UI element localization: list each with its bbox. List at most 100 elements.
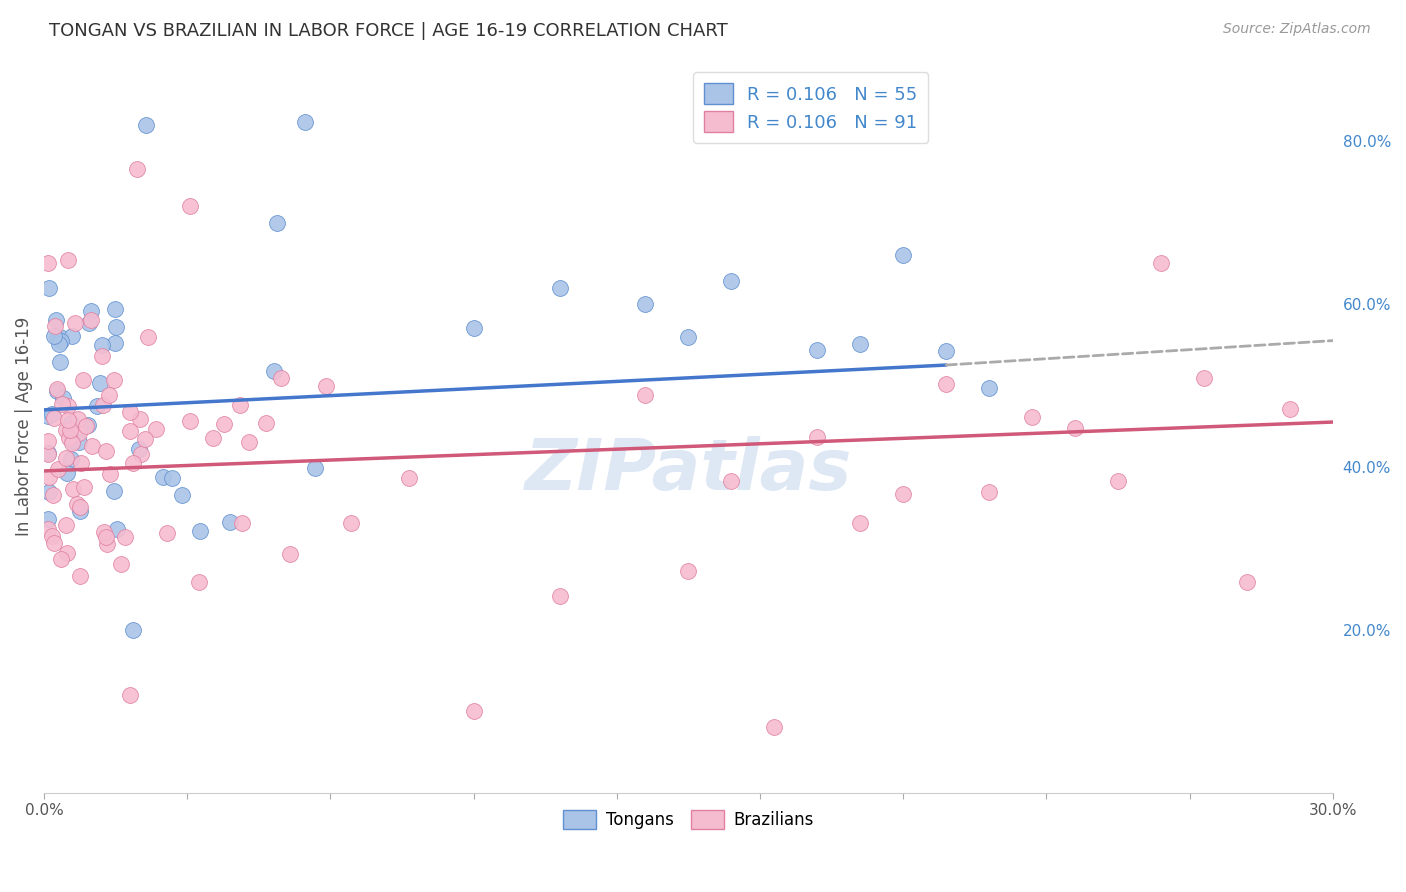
Point xyxy=(188,575,211,590)
Point xyxy=(122,456,145,470)
Point xyxy=(128,442,150,456)
Point xyxy=(1192,371,1215,385)
Point xyxy=(42,411,65,425)
Point xyxy=(90,349,112,363)
Point xyxy=(172,488,194,502)
Point xyxy=(1236,574,1258,589)
Point xyxy=(94,530,117,544)
Point xyxy=(315,378,337,392)
Point xyxy=(678,564,700,578)
Point xyxy=(38,469,60,483)
Point xyxy=(304,461,326,475)
Point xyxy=(60,328,83,343)
Point xyxy=(37,409,59,423)
Point xyxy=(135,118,157,132)
Point xyxy=(1107,474,1129,488)
Point xyxy=(89,376,111,390)
Point xyxy=(891,248,914,262)
Point xyxy=(45,312,67,326)
Point xyxy=(38,484,60,499)
Point xyxy=(398,470,420,484)
Point xyxy=(806,429,828,443)
Point xyxy=(41,529,63,543)
Point xyxy=(72,373,94,387)
Point xyxy=(69,500,91,515)
Point xyxy=(37,256,59,270)
Point xyxy=(59,452,82,467)
Point xyxy=(120,688,142,702)
Point xyxy=(48,354,70,368)
Point xyxy=(90,338,112,352)
Legend: Tongans, Brazilians: Tongans, Brazilians xyxy=(555,803,821,836)
Point xyxy=(69,425,91,440)
Point xyxy=(91,398,114,412)
Point xyxy=(56,399,79,413)
Point xyxy=(131,447,153,461)
Point xyxy=(763,721,786,735)
Text: TONGAN VS BRAZILIAN IN LABOR FORCE | AGE 16-19 CORRELATION CHART: TONGAN VS BRAZILIAN IN LABOR FORCE | AGE… xyxy=(49,22,728,40)
Point xyxy=(548,280,571,294)
Point xyxy=(179,199,201,213)
Point xyxy=(59,423,82,437)
Point xyxy=(75,419,97,434)
Point xyxy=(56,412,79,426)
Point xyxy=(202,431,225,445)
Point xyxy=(98,467,121,481)
Point xyxy=(69,504,91,518)
Point xyxy=(129,412,152,426)
Point xyxy=(849,336,872,351)
Point xyxy=(60,434,83,448)
Point xyxy=(37,446,59,460)
Point xyxy=(37,512,59,526)
Point xyxy=(55,423,77,437)
Point xyxy=(634,388,657,402)
Point xyxy=(104,302,127,317)
Point xyxy=(463,704,485,718)
Point xyxy=(935,343,957,358)
Point xyxy=(105,320,128,334)
Point xyxy=(278,547,301,561)
Point xyxy=(1150,255,1173,269)
Point xyxy=(44,536,66,550)
Point xyxy=(37,447,59,461)
Point xyxy=(56,252,79,267)
Point xyxy=(138,329,160,343)
Point xyxy=(103,483,125,498)
Point xyxy=(59,416,82,430)
Point xyxy=(849,516,872,531)
Point xyxy=(134,433,156,447)
Point xyxy=(70,456,93,470)
Point xyxy=(96,537,118,551)
Point xyxy=(60,436,83,450)
Point xyxy=(720,274,742,288)
Point xyxy=(156,525,179,540)
Point xyxy=(38,281,60,295)
Point xyxy=(46,384,69,399)
Point xyxy=(214,417,236,432)
Point xyxy=(94,443,117,458)
Point xyxy=(97,387,120,401)
Point xyxy=(160,471,183,485)
Point xyxy=(51,397,73,411)
Point xyxy=(891,486,914,500)
Point xyxy=(58,431,80,445)
Point xyxy=(548,589,571,603)
Point xyxy=(49,551,72,566)
Point xyxy=(145,422,167,436)
Point xyxy=(41,488,63,502)
Point xyxy=(56,466,79,480)
Point xyxy=(105,522,128,536)
Point xyxy=(79,313,101,327)
Point xyxy=(77,316,100,330)
Point xyxy=(80,304,103,318)
Text: Source: ZipAtlas.com: Source: ZipAtlas.com xyxy=(1223,22,1371,37)
Point xyxy=(188,524,211,538)
Point xyxy=(179,414,201,428)
Point xyxy=(463,321,485,335)
Point xyxy=(69,569,91,583)
Point xyxy=(979,484,1001,499)
Point xyxy=(55,451,77,466)
Point xyxy=(120,424,142,438)
Point xyxy=(67,434,90,449)
Point xyxy=(41,408,63,422)
